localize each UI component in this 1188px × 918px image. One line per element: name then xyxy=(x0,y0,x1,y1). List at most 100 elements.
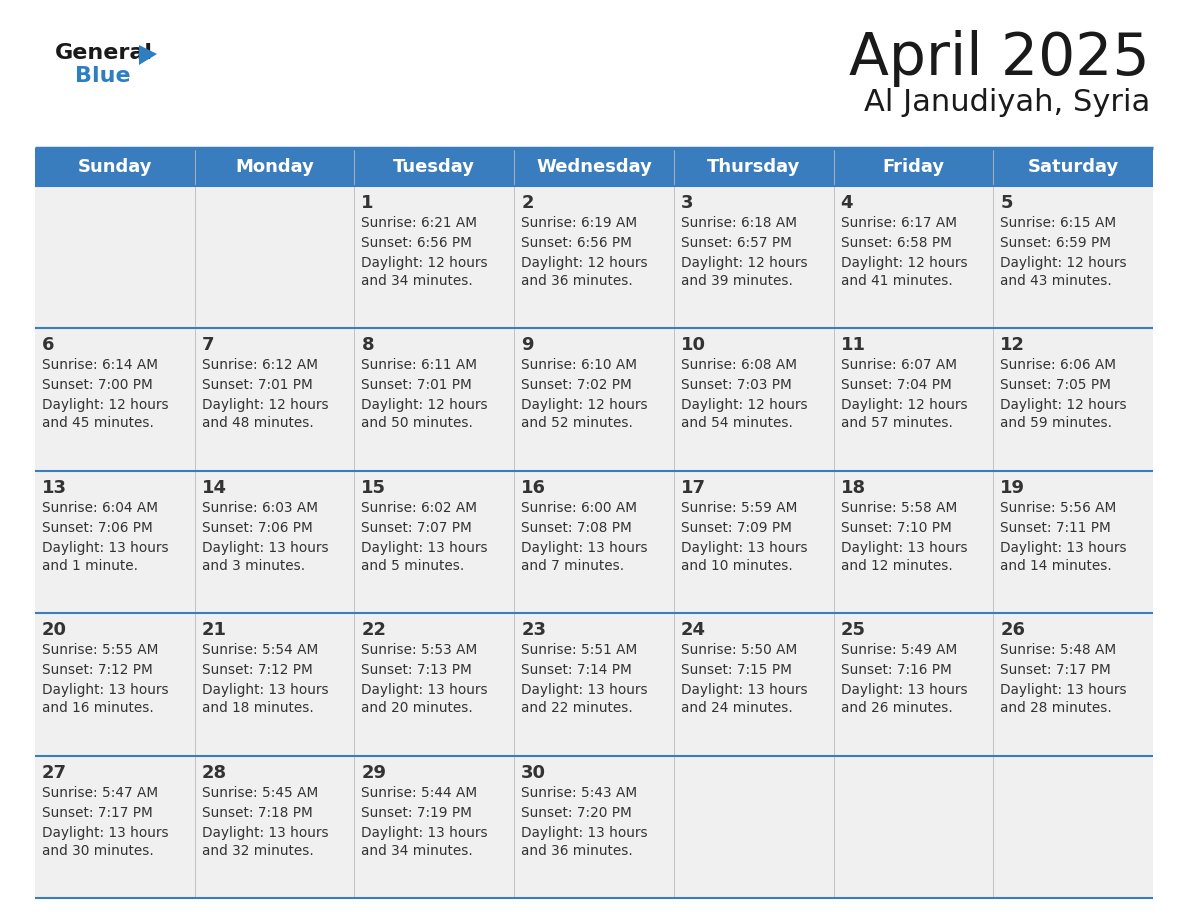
Text: Sunset: 7:16 PM: Sunset: 7:16 PM xyxy=(841,663,952,677)
Text: Sunrise: 5:49 AM: Sunrise: 5:49 AM xyxy=(841,644,956,657)
Text: 26: 26 xyxy=(1000,621,1025,639)
Text: Sunrise: 5:48 AM: Sunrise: 5:48 AM xyxy=(1000,644,1117,657)
Text: and 59 minutes.: and 59 minutes. xyxy=(1000,417,1112,431)
Text: and 26 minutes.: and 26 minutes. xyxy=(841,701,953,715)
Text: Daylight: 12 hours: Daylight: 12 hours xyxy=(841,398,967,412)
Text: Daylight: 13 hours: Daylight: 13 hours xyxy=(681,541,808,554)
Text: Sunrise: 5:59 AM: Sunrise: 5:59 AM xyxy=(681,501,797,515)
Text: and 18 minutes.: and 18 minutes. xyxy=(202,701,314,715)
Text: and 34 minutes.: and 34 minutes. xyxy=(361,844,473,857)
Text: 6: 6 xyxy=(42,336,55,354)
Text: Sunset: 7:09 PM: Sunset: 7:09 PM xyxy=(681,521,791,535)
Text: Sunset: 6:58 PM: Sunset: 6:58 PM xyxy=(841,236,952,250)
Text: and 41 minutes.: and 41 minutes. xyxy=(841,274,953,288)
Text: Sunrise: 5:55 AM: Sunrise: 5:55 AM xyxy=(42,644,158,657)
Text: Daylight: 13 hours: Daylight: 13 hours xyxy=(1000,683,1127,697)
Text: 23: 23 xyxy=(522,621,546,639)
Text: Sunrise: 6:02 AM: Sunrise: 6:02 AM xyxy=(361,501,478,515)
Text: Sunrise: 6:17 AM: Sunrise: 6:17 AM xyxy=(841,216,956,230)
Text: Sunset: 7:18 PM: Sunset: 7:18 PM xyxy=(202,806,312,820)
Text: 30: 30 xyxy=(522,764,546,781)
Text: and 14 minutes.: and 14 minutes. xyxy=(1000,559,1112,573)
Text: Sunrise: 6:12 AM: Sunrise: 6:12 AM xyxy=(202,358,317,373)
Text: 15: 15 xyxy=(361,479,386,497)
Text: Daylight: 12 hours: Daylight: 12 hours xyxy=(522,256,647,270)
Text: 24: 24 xyxy=(681,621,706,639)
Text: Sunset: 7:06 PM: Sunset: 7:06 PM xyxy=(42,521,153,535)
Text: Daylight: 13 hours: Daylight: 13 hours xyxy=(361,541,488,554)
Text: Sunrise: 6:04 AM: Sunrise: 6:04 AM xyxy=(42,501,158,515)
Text: 20: 20 xyxy=(42,621,67,639)
Text: 18: 18 xyxy=(841,479,866,497)
Text: Sunset: 7:17 PM: Sunset: 7:17 PM xyxy=(1000,663,1111,677)
Text: 27: 27 xyxy=(42,764,67,781)
Text: and 7 minutes.: and 7 minutes. xyxy=(522,559,624,573)
Text: and 3 minutes.: and 3 minutes. xyxy=(202,559,305,573)
Text: 7: 7 xyxy=(202,336,214,354)
Text: Sunrise: 6:00 AM: Sunrise: 6:00 AM xyxy=(522,501,637,515)
Text: Sunrise: 5:51 AM: Sunrise: 5:51 AM xyxy=(522,644,638,657)
Text: Daylight: 13 hours: Daylight: 13 hours xyxy=(841,683,967,697)
Text: and 16 minutes.: and 16 minutes. xyxy=(42,701,153,715)
Text: Monday: Monday xyxy=(235,158,314,176)
Text: 29: 29 xyxy=(361,764,386,781)
Text: Sunset: 7:02 PM: Sunset: 7:02 PM xyxy=(522,378,632,392)
Text: Sunrise: 5:47 AM: Sunrise: 5:47 AM xyxy=(42,786,158,800)
Text: 22: 22 xyxy=(361,621,386,639)
Text: Daylight: 12 hours: Daylight: 12 hours xyxy=(1000,256,1127,270)
Text: Sunrise: 6:18 AM: Sunrise: 6:18 AM xyxy=(681,216,797,230)
Text: Sunday: Sunday xyxy=(77,158,152,176)
Text: General: General xyxy=(55,43,153,63)
Text: Daylight: 12 hours: Daylight: 12 hours xyxy=(202,398,328,412)
Bar xyxy=(34,329,1154,471)
Text: and 54 minutes.: and 54 minutes. xyxy=(681,417,792,431)
Text: Sunset: 7:08 PM: Sunset: 7:08 PM xyxy=(522,521,632,535)
Text: Daylight: 12 hours: Daylight: 12 hours xyxy=(42,398,169,412)
Text: 14: 14 xyxy=(202,479,227,497)
Text: Sunrise: 5:44 AM: Sunrise: 5:44 AM xyxy=(361,786,478,800)
Text: Sunset: 6:59 PM: Sunset: 6:59 PM xyxy=(1000,236,1111,250)
Text: Sunset: 7:19 PM: Sunset: 7:19 PM xyxy=(361,806,473,820)
Text: Sunrise: 5:58 AM: Sunrise: 5:58 AM xyxy=(841,501,956,515)
Text: Sunset: 7:06 PM: Sunset: 7:06 PM xyxy=(202,521,312,535)
Text: 9: 9 xyxy=(522,336,533,354)
Text: Sunset: 7:03 PM: Sunset: 7:03 PM xyxy=(681,378,791,392)
Text: 8: 8 xyxy=(361,336,374,354)
Text: 12: 12 xyxy=(1000,336,1025,354)
Text: Blue: Blue xyxy=(75,66,131,86)
Text: 10: 10 xyxy=(681,336,706,354)
Text: 25: 25 xyxy=(841,621,866,639)
Text: Thursday: Thursday xyxy=(707,158,801,176)
Text: Sunrise: 6:11 AM: Sunrise: 6:11 AM xyxy=(361,358,478,373)
Text: and 57 minutes.: and 57 minutes. xyxy=(841,417,953,431)
Text: 3: 3 xyxy=(681,194,694,212)
Text: Sunset: 7:01 PM: Sunset: 7:01 PM xyxy=(202,378,312,392)
Text: Daylight: 13 hours: Daylight: 13 hours xyxy=(841,541,967,554)
Text: 2: 2 xyxy=(522,194,533,212)
Text: and 43 minutes.: and 43 minutes. xyxy=(1000,274,1112,288)
Text: Sunset: 7:12 PM: Sunset: 7:12 PM xyxy=(42,663,153,677)
Text: Sunrise: 6:07 AM: Sunrise: 6:07 AM xyxy=(841,358,956,373)
Text: 16: 16 xyxy=(522,479,546,497)
Text: Sunrise: 5:56 AM: Sunrise: 5:56 AM xyxy=(1000,501,1117,515)
Text: Tuesday: Tuesday xyxy=(393,158,475,176)
Text: Sunrise: 5:54 AM: Sunrise: 5:54 AM xyxy=(202,644,318,657)
Text: and 36 minutes.: and 36 minutes. xyxy=(522,844,633,857)
Text: Sunset: 6:56 PM: Sunset: 6:56 PM xyxy=(361,236,473,250)
Text: Daylight: 13 hours: Daylight: 13 hours xyxy=(361,825,488,840)
Bar xyxy=(34,613,1154,756)
Text: Sunrise: 5:43 AM: Sunrise: 5:43 AM xyxy=(522,786,637,800)
Text: Daylight: 13 hours: Daylight: 13 hours xyxy=(522,541,647,554)
Text: Sunrise: 5:45 AM: Sunrise: 5:45 AM xyxy=(202,786,318,800)
Text: and 5 minutes.: and 5 minutes. xyxy=(361,559,465,573)
Text: and 32 minutes.: and 32 minutes. xyxy=(202,844,314,857)
Text: Sunrise: 6:21 AM: Sunrise: 6:21 AM xyxy=(361,216,478,230)
Text: Daylight: 13 hours: Daylight: 13 hours xyxy=(681,683,808,697)
Text: Daylight: 12 hours: Daylight: 12 hours xyxy=(522,398,647,412)
Text: 11: 11 xyxy=(841,336,866,354)
Text: and 1 minute.: and 1 minute. xyxy=(42,559,138,573)
Text: Sunset: 7:15 PM: Sunset: 7:15 PM xyxy=(681,663,791,677)
Text: Daylight: 12 hours: Daylight: 12 hours xyxy=(841,256,967,270)
Text: Daylight: 12 hours: Daylight: 12 hours xyxy=(681,398,808,412)
Bar xyxy=(34,471,1154,613)
